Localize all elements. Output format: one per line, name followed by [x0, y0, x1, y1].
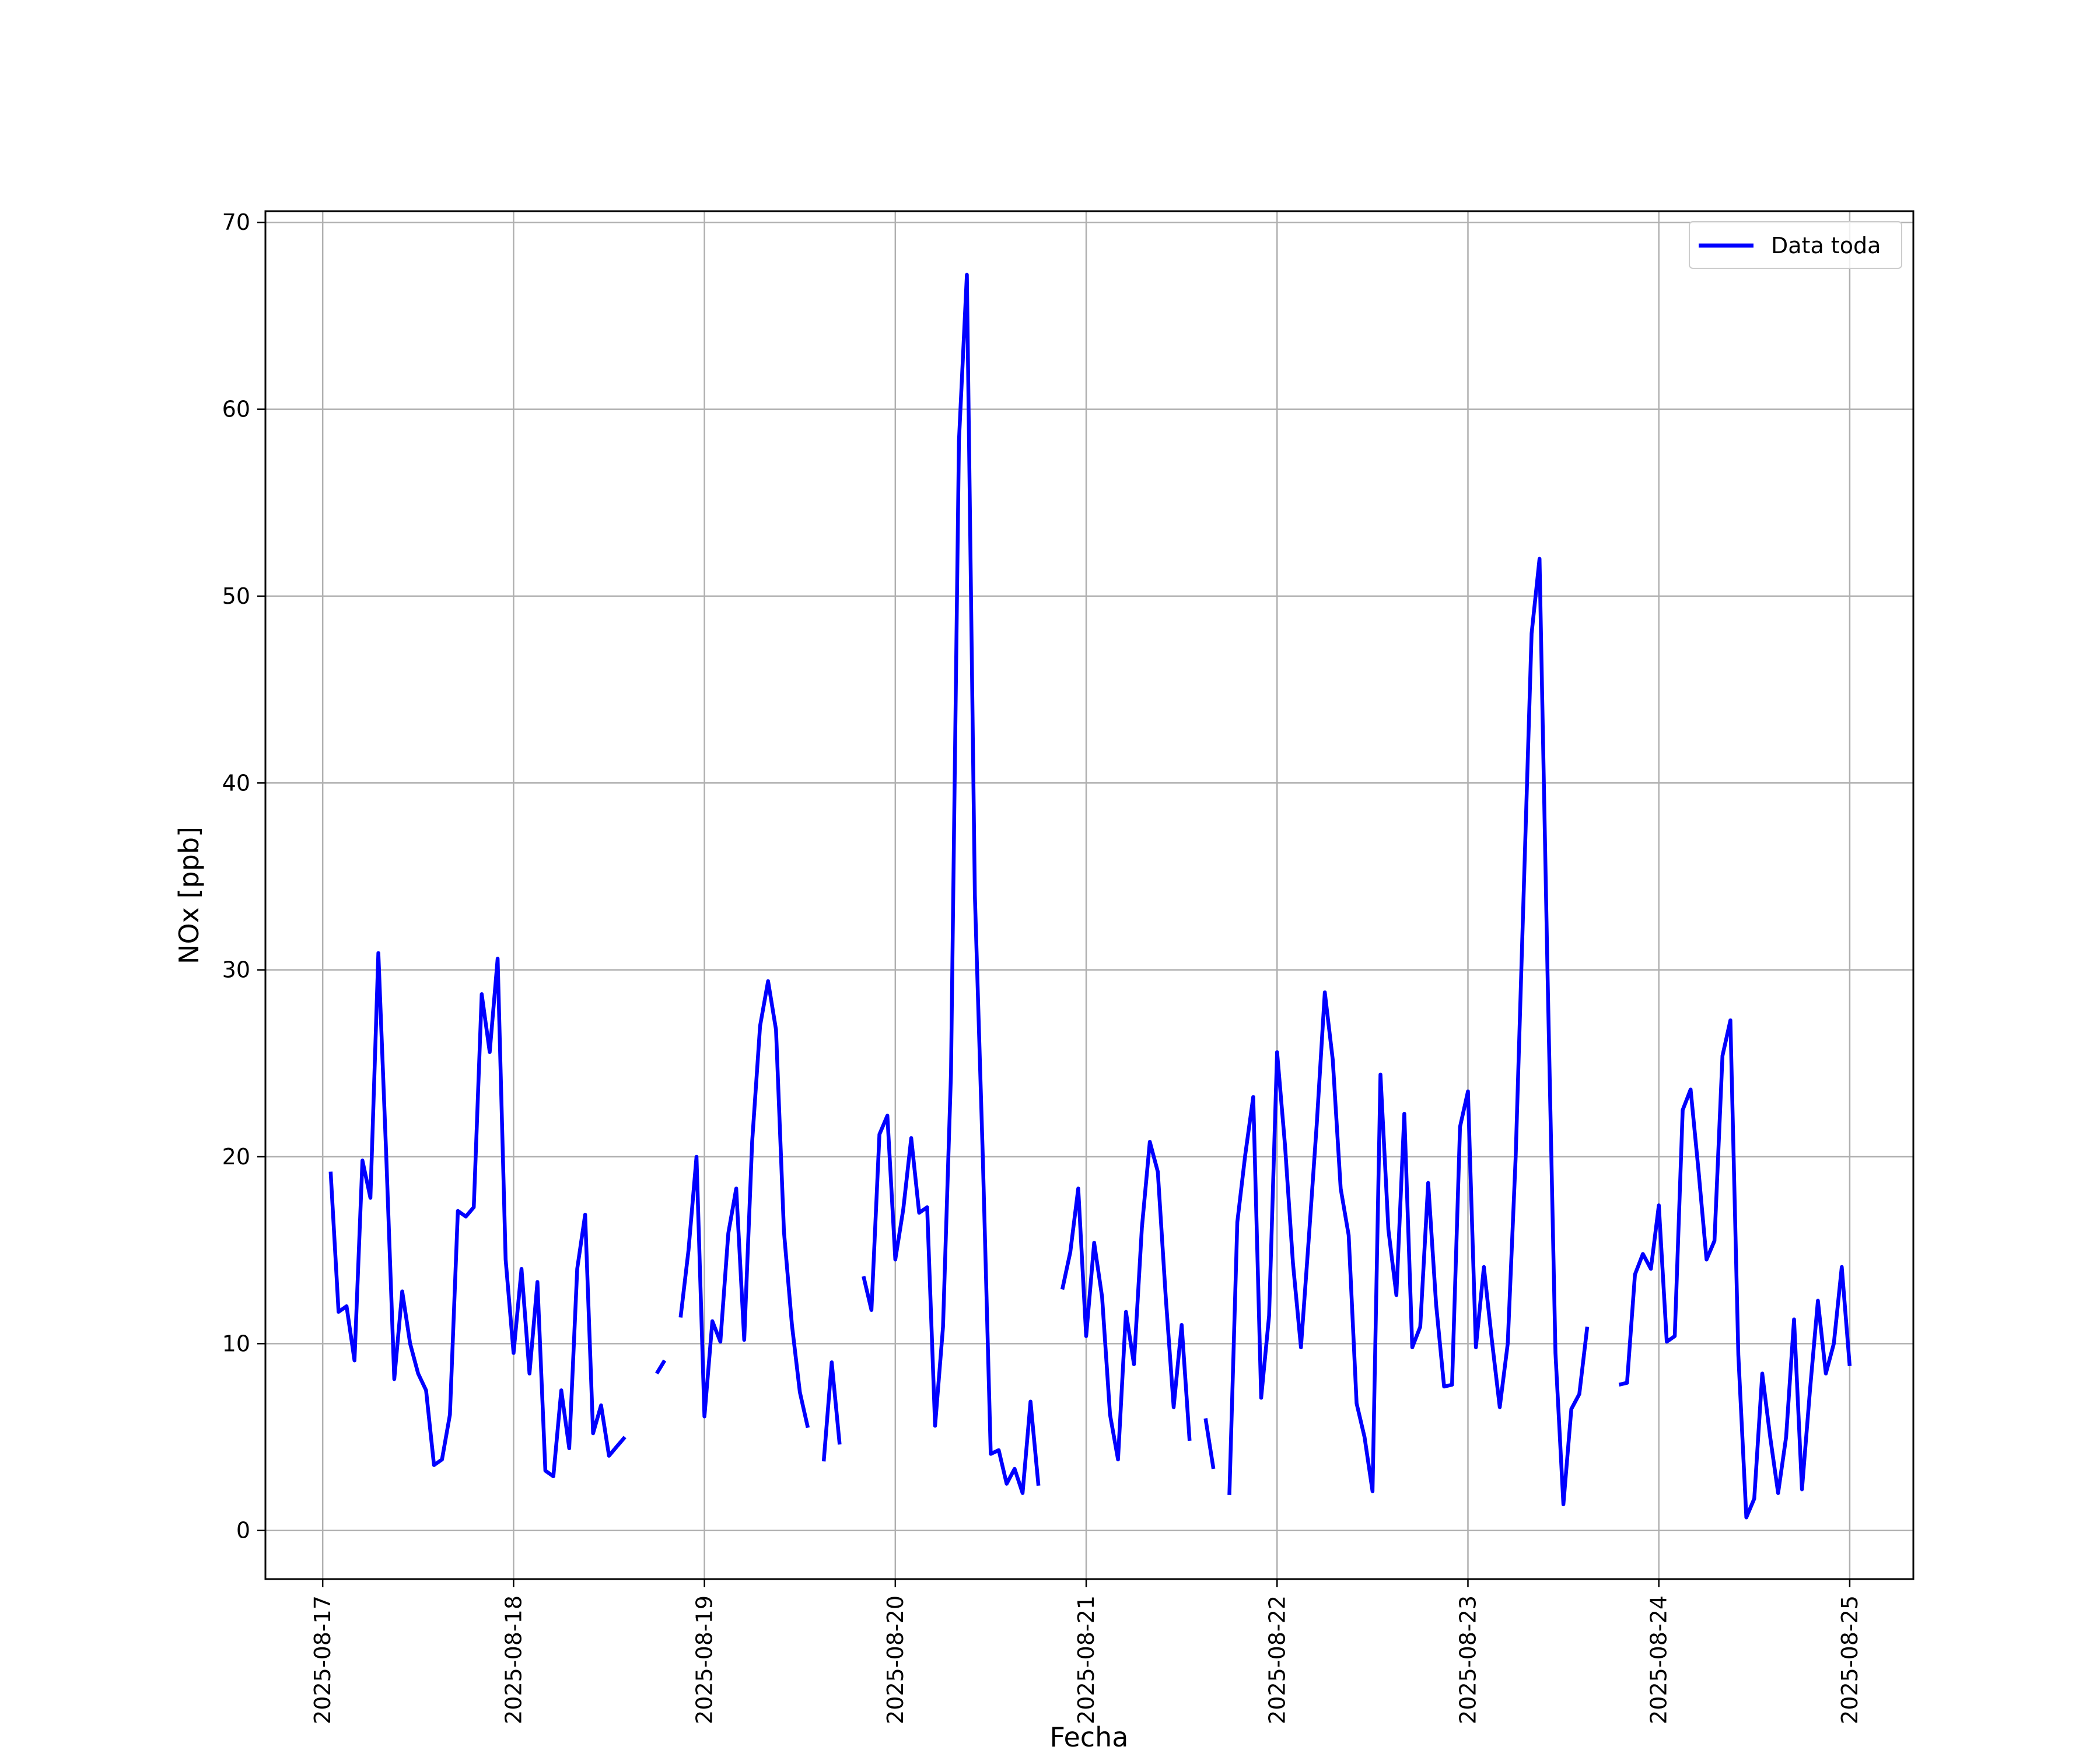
y-tick-label: 40: [222, 770, 250, 796]
x-tick-label: 2025-08-17: [310, 1595, 335, 1724]
y-axis-title: NOx [ppb]: [173, 827, 205, 964]
legend: Data toda: [1689, 221, 1902, 269]
series-line-data-toda: [328, 272, 1852, 1520]
x-tick-label: 2025-08-25: [1837, 1595, 1863, 1724]
x-tick-label: 2025-08-23: [1455, 1595, 1480, 1724]
y-axis: 0 10 20 30 40 50 60 70: [222, 209, 265, 1544]
legend-entry-label: Data toda: [1771, 233, 1881, 258]
y-tick-label: 70: [222, 209, 250, 235]
x-axis: 2025-08-17 2025-08-18 2025-08-19 2025-08-20…: [310, 1579, 1863, 1724]
x-tick-label: 2025-08-24: [1646, 1595, 1672, 1724]
y-tick-label: 20: [222, 1144, 250, 1170]
y-tick-label: 10: [222, 1331, 250, 1356]
series-layer: [328, 272, 1852, 1520]
x-tick-label: 2025-08-20: [883, 1595, 908, 1724]
x-tick-label: 2025-08-18: [501, 1595, 526, 1724]
y-tick-label: 30: [222, 957, 250, 983]
legend-box: [1689, 221, 1902, 269]
x-tick-label: 2025-08-19: [692, 1595, 718, 1724]
x-tick-label: 2025-08-21: [1073, 1595, 1099, 1724]
y-tick-label: 60: [222, 397, 250, 422]
grid: [265, 211, 1913, 1579]
plot-frame: [264, 210, 1915, 1580]
x-tick-label: 2025-08-22: [1264, 1595, 1290, 1724]
y-tick-label: 0: [236, 1518, 250, 1544]
y-tick-label: 50: [222, 583, 250, 609]
x-axis-title: Fecha: [1050, 1721, 1129, 1750]
